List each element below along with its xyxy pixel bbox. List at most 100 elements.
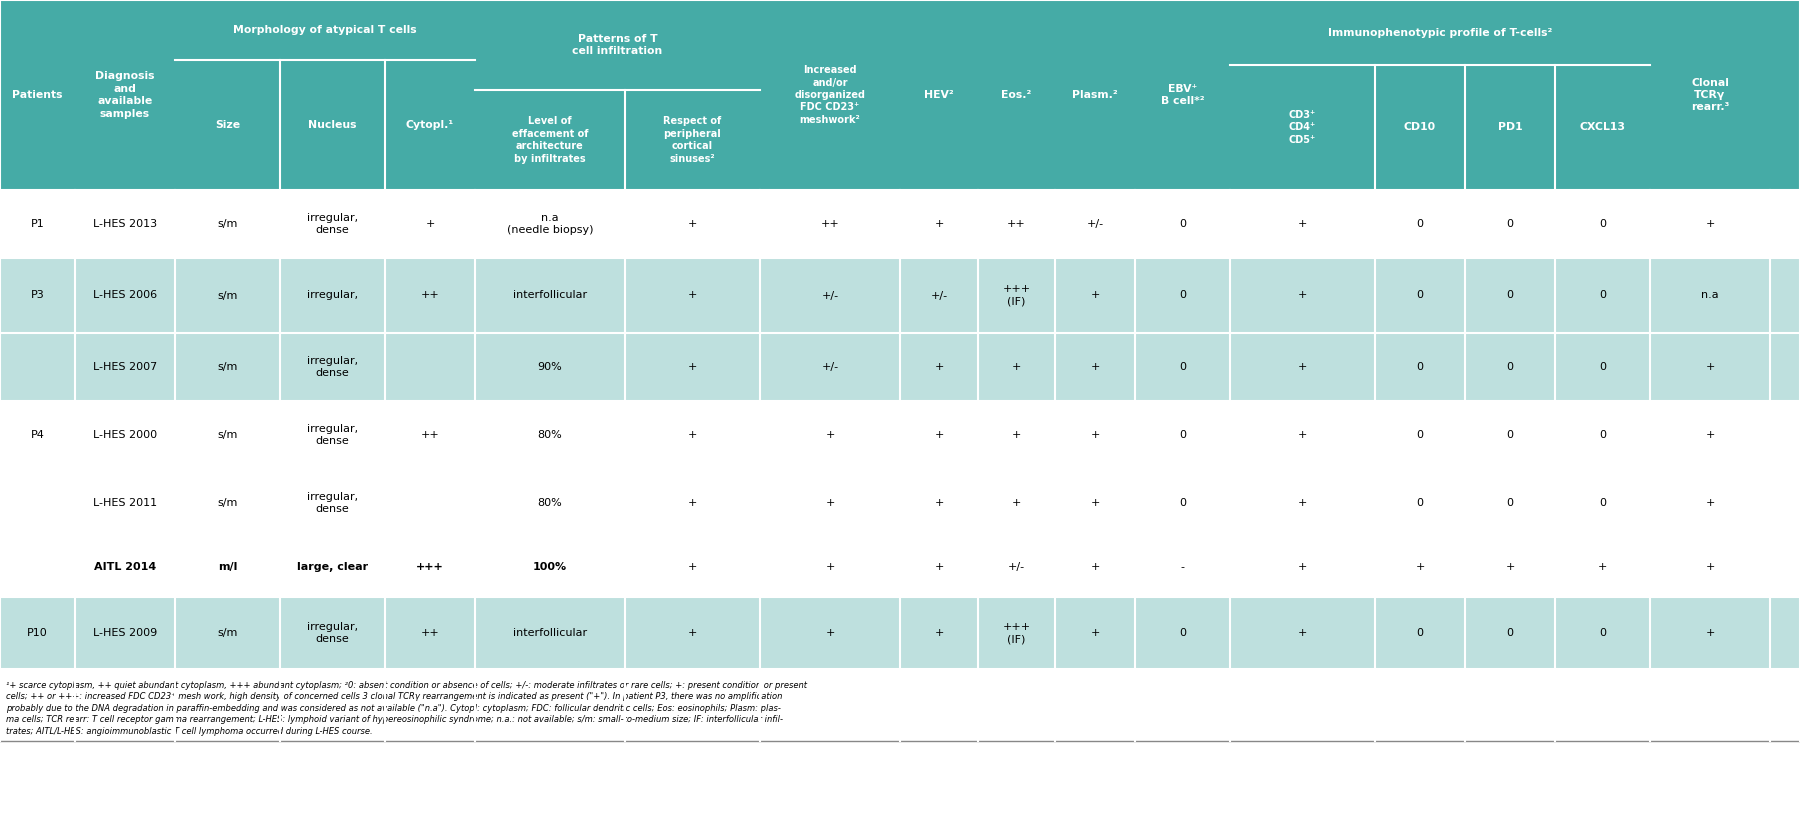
Text: +/-: +/- [1087, 219, 1103, 229]
Text: 0: 0 [1417, 362, 1424, 372]
Text: 0: 0 [1507, 498, 1514, 508]
Text: Size: Size [214, 120, 239, 130]
Text: 90%: 90% [538, 362, 562, 372]
Text: irregular,
dense: irregular, dense [308, 424, 358, 446]
Text: +: + [688, 430, 697, 440]
Text: 0: 0 [1507, 290, 1514, 300]
Text: L-HES 2007: L-HES 2007 [94, 362, 157, 372]
Bar [0, 333, 1800, 401]
Text: 80%: 80% [538, 430, 562, 440]
Text: CXCL13: CXCL13 [1580, 122, 1625, 133]
Text: +: + [934, 562, 943, 572]
Text: 0: 0 [1417, 498, 1424, 508]
Text: 0: 0 [1598, 498, 1606, 508]
Text: 100%: 100% [533, 562, 567, 572]
Text: +/-: +/- [821, 362, 839, 372]
Text: +: + [1415, 562, 1424, 572]
Bar [0, 0, 1800, 190]
Text: AITL 2014: AITL 2014 [94, 562, 157, 572]
Text: s/m: s/m [218, 430, 238, 440]
Text: +: + [1091, 562, 1100, 572]
Text: +: + [934, 219, 943, 229]
Text: s/m: s/m [218, 219, 238, 229]
Text: +: + [425, 219, 434, 229]
Text: ++: ++ [421, 628, 439, 638]
Text: PD1: PD1 [1498, 122, 1523, 133]
Text: 0: 0 [1179, 219, 1186, 229]
Text: s/m: s/m [218, 290, 238, 300]
Text: +: + [1298, 290, 1307, 300]
Text: s/m: s/m [218, 628, 238, 638]
Text: 0: 0 [1179, 362, 1186, 372]
Text: 0: 0 [1179, 290, 1186, 300]
Text: 0: 0 [1179, 430, 1186, 440]
Text: +: + [1091, 498, 1100, 508]
Text: +: + [1091, 628, 1100, 638]
Text: Nucleus: Nucleus [308, 120, 356, 130]
Text: +/-: +/- [931, 290, 947, 300]
Text: +: + [1705, 430, 1715, 440]
Text: 0: 0 [1179, 628, 1186, 638]
Text: irregular,
dense: irregular, dense [308, 492, 358, 514]
Text: L-HES 2000: L-HES 2000 [94, 430, 157, 440]
Text: +: + [1598, 562, 1607, 572]
Text: +: + [1705, 628, 1715, 638]
Text: P1: P1 [31, 219, 45, 229]
Text: Respect of
peripheral
cortical
sinuses²: Respect of peripheral cortical sinuses² [664, 116, 722, 163]
Text: +: + [1505, 562, 1514, 572]
Text: +: + [826, 562, 835, 572]
Text: +: + [688, 498, 697, 508]
Text: 0: 0 [1417, 290, 1424, 300]
Text: +: + [1091, 430, 1100, 440]
Text: Increased
and/or
disorganized
FDC CD23⁺
meshwork²: Increased and/or disorganized FDC CD23⁺ … [794, 65, 866, 125]
Bar [0, 258, 1800, 333]
Text: P10: P10 [27, 628, 49, 638]
Text: +: + [934, 628, 943, 638]
Text: interfollicular: interfollicular [513, 290, 587, 300]
Text: +: + [688, 628, 697, 638]
Text: Clonal
TCRγ
rearr.³: Clonal TCRγ rearr.³ [1690, 78, 1730, 112]
Text: Morphology of atypical T cells: Morphology of atypical T cells [234, 25, 418, 35]
Text: -: - [1181, 562, 1184, 572]
Text: Immunophenotypic profile of T-cells²: Immunophenotypic profile of T-cells² [1328, 27, 1552, 37]
Bar [0, 190, 1800, 258]
Text: s/m: s/m [218, 498, 238, 508]
Text: +: + [1298, 498, 1307, 508]
Text: 0: 0 [1598, 290, 1606, 300]
Text: +: + [1012, 498, 1021, 508]
Text: 0: 0 [1598, 362, 1606, 372]
Text: +: + [1705, 219, 1715, 229]
Text: s/m: s/m [218, 362, 238, 372]
Text: m/l: m/l [218, 562, 238, 572]
Text: 0: 0 [1598, 628, 1606, 638]
Text: ¹+ scarce cytoplasm, ++ quiet abundant cytoplasm, +++ abundant cytoplasm; ²0: ab: ¹+ scarce cytoplasm, ++ quiet abundant c… [5, 681, 806, 736]
Text: ++: ++ [1008, 219, 1026, 229]
Text: L-HES 2011: L-HES 2011 [94, 498, 157, 508]
Text: +: + [1298, 362, 1307, 372]
Text: irregular,
dense: irregular, dense [308, 213, 358, 235]
Text: +: + [688, 290, 697, 300]
Text: EBV⁺
B cell*²: EBV⁺ B cell*² [1161, 84, 1204, 106]
Text: +: + [826, 628, 835, 638]
Text: +/-: +/- [1008, 562, 1024, 572]
Text: interfollicular: interfollicular [513, 628, 587, 638]
Text: irregular,: irregular, [308, 290, 358, 300]
Text: +: + [1091, 362, 1100, 372]
Text: +: + [688, 362, 697, 372]
Text: Diagnosis
and
available
samples: Diagnosis and available samples [95, 72, 155, 119]
Text: irregular,
dense: irregular, dense [308, 356, 358, 378]
Text: +: + [826, 498, 835, 508]
Text: L-HES 2006: L-HES 2006 [94, 290, 157, 300]
Text: +: + [1705, 562, 1715, 572]
Text: +: + [934, 362, 943, 372]
Text: P4: P4 [31, 430, 45, 440]
Text: 0: 0 [1179, 498, 1186, 508]
Text: Patterns of T
cell infiltration: Patterns of T cell infiltration [572, 34, 662, 56]
Text: ++: ++ [821, 219, 839, 229]
Text: 0: 0 [1598, 430, 1606, 440]
Text: HEV²: HEV² [923, 90, 954, 100]
Text: 0: 0 [1507, 219, 1514, 229]
Text: +: + [1705, 498, 1715, 508]
Text: CD3⁺
CD4⁺
CD5⁺: CD3⁺ CD4⁺ CD5⁺ [1289, 110, 1316, 145]
Text: CD10: CD10 [1404, 122, 1436, 133]
